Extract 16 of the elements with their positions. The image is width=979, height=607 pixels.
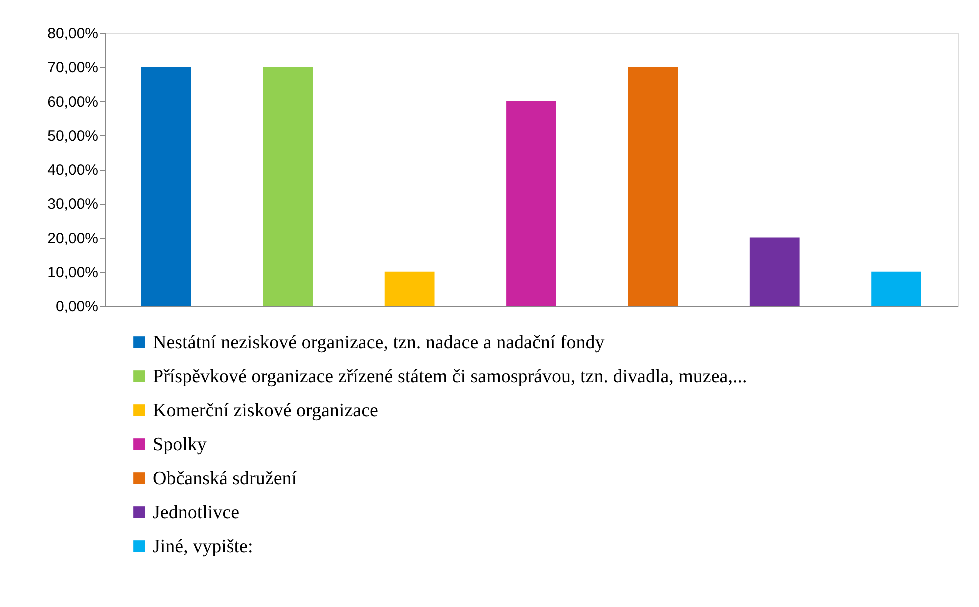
y-tick-label: 20,00% <box>48 230 98 248</box>
y-tick-label: 50,00% <box>48 128 98 145</box>
legend-label: Komerční ziskové organizace <box>153 400 378 422</box>
y-tick-label: 60,00% <box>48 94 98 111</box>
y-tick-label: 10,00% <box>48 264 98 282</box>
y-tick-label: 80,00% <box>48 26 98 42</box>
y-tick-label: 40,00% <box>48 162 98 179</box>
legend-label: Příspěvkové organizace zřízené státem či samosprávou, tzn. divadla, muzea,... <box>153 366 748 388</box>
y-tick-label: 70,00% <box>48 60 98 77</box>
y-tick-label: 30,00% <box>48 196 98 214</box>
legend-label: Občanská sdružení <box>153 468 298 490</box>
legend-label: Nestátní neziskové organizace, tzn. nadace a nadační fondy <box>153 332 606 354</box>
legend-label: Jiné, vypište: <box>153 536 254 558</box>
legend-label: Jednotlivce <box>153 502 240 524</box>
y-tick-label: 0,00% <box>56 298 98 316</box>
legend-label: Spolky <box>153 434 208 456</box>
